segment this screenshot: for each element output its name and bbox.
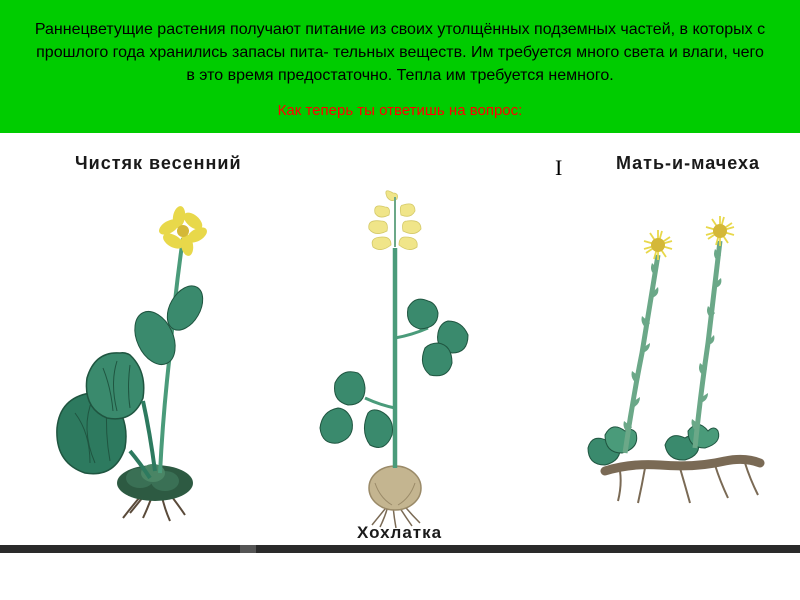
info-panel: Раннецветущие растения получают питание … [0,0,800,133]
main-description: Раннецветущие растения получают питание … [30,18,770,88]
question-prompt: Как теперь ты ответишь на вопрос: [30,102,770,123]
plant-label-left: Чистяк весенний [75,153,242,174]
plant-label-right: Мать-и-мачеха [616,153,760,174]
plant-label-bottom: Хохлатка [357,523,442,543]
text-cursor-icon: I [555,155,562,181]
plant-mat-i-machekha [550,183,780,523]
bottom-border [0,545,800,553]
plant-chistyak [45,183,265,523]
plant-khokhlatka [280,173,510,533]
plants-illustration: Чистяк весенний Мать-и-мачеха I [0,133,800,553]
